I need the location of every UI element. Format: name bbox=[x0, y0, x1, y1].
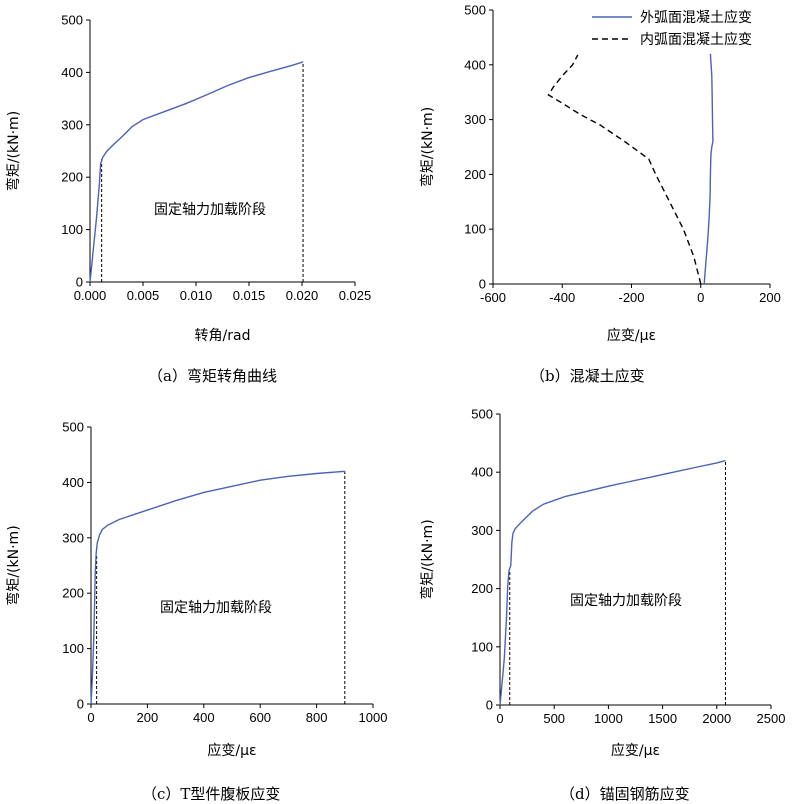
y-tick-label: 400 bbox=[61, 65, 83, 80]
x-axis-label: 转角/rad bbox=[195, 328, 251, 344]
x-axis-label: 应变/με bbox=[607, 327, 656, 344]
x-axis-label: 应变/με bbox=[611, 742, 660, 759]
chart-svg-a: 0 100 200 300 400 500 0.000 0.005 0.010 0.015 0.02… bbox=[5, 13, 372, 345]
y-axis-label: 弯矩/(kN·m) bbox=[5, 525, 22, 605]
caption-c: （c）T型件腹板应变 bbox=[142, 785, 281, 803]
y-axis-label: 弯矩/(kN·m) bbox=[419, 107, 436, 187]
chart-panel-c: 0 100 200 300 400 500 0 200 400 600 800 1000 应变/με 弯矩… bbox=[0, 400, 400, 804]
x-tick-label: 0.020 bbox=[286, 288, 319, 303]
y-tick-label: 500 bbox=[62, 420, 84, 435]
y-tick-label: 0 bbox=[479, 277, 486, 292]
x-tick-label: 200 bbox=[759, 290, 781, 305]
y-tick-label: 300 bbox=[62, 530, 84, 545]
x-tick-label: 0.005 bbox=[127, 288, 160, 303]
y-tick-label: 200 bbox=[464, 167, 486, 182]
legend-label-0: 外弧面混凝土应变 bbox=[640, 9, 752, 26]
y-tick-label: 0 bbox=[76, 275, 83, 290]
caption-a: （a）弯矩转角曲线 bbox=[148, 367, 277, 385]
y-tick-label: 500 bbox=[471, 407, 493, 422]
x-tick-label: 0 bbox=[87, 710, 94, 725]
x-tick-label: 500 bbox=[543, 711, 565, 726]
x-axis-label: 应变/με bbox=[207, 742, 256, 759]
y-tick-label: 400 bbox=[62, 475, 84, 490]
x-tick-label: 0.015 bbox=[233, 288, 266, 303]
y-tick-label: 0 bbox=[77, 697, 84, 712]
y-tick-label: 200 bbox=[61, 170, 83, 185]
y-tick-label: 100 bbox=[464, 222, 486, 237]
x-tick-label: -400 bbox=[549, 290, 575, 305]
x-tick-label: 1000 bbox=[359, 710, 388, 725]
y-tick-label: 300 bbox=[464, 112, 486, 127]
x-tick-label: 800 bbox=[306, 710, 328, 725]
x-tick-label: 0 bbox=[496, 711, 503, 726]
x-tick-label: 0 bbox=[697, 290, 704, 305]
x-tick-label: 2000 bbox=[702, 711, 731, 726]
y-tick-label: 200 bbox=[471, 581, 493, 596]
y-tick-label: 100 bbox=[62, 641, 84, 656]
y-tick-label: 500 bbox=[61, 13, 83, 28]
series-line-0 bbox=[703, 53, 714, 285]
y-tick-label: 200 bbox=[62, 586, 84, 601]
x-tick-label: 600 bbox=[249, 710, 271, 725]
stage-annotation: 固定轴力加载阶段 bbox=[570, 593, 682, 609]
chart-panel-a: 0 100 200 300 400 500 0.000 0.005 0.010 0.015 0.02… bbox=[0, 0, 400, 400]
x-tick-label: -600 bbox=[480, 290, 506, 305]
chart-panel-d: 0 100 200 300 400 500 0 500 1000 1500 2000 2500 应变/μ… bbox=[400, 400, 801, 804]
x-tick-label: 0.010 bbox=[180, 288, 213, 303]
y-tick-label: 300 bbox=[471, 523, 493, 538]
series-line-0 bbox=[499, 459, 726, 706]
chart-svg-c: 0 100 200 300 400 500 0 200 400 600 800 1000 应变/με 弯矩… bbox=[5, 420, 388, 760]
x-tick-label: -200 bbox=[618, 290, 644, 305]
y-tick-label: 100 bbox=[471, 639, 493, 654]
x-tick-label: 0.025 bbox=[339, 288, 372, 303]
y-tick-label: 0 bbox=[486, 698, 493, 713]
y-tick-label: 400 bbox=[471, 465, 493, 480]
caption-d: （d）锚固钢筋应变 bbox=[560, 785, 690, 803]
y-tick-label: 100 bbox=[61, 222, 83, 237]
series-line-0 bbox=[89, 61, 304, 283]
y-tick-label: 500 bbox=[464, 3, 486, 18]
legend-label-1: 内弧面混凝土应变 bbox=[640, 31, 752, 48]
stage-annotation: 固定轴力加载阶段 bbox=[154, 202, 266, 218]
series-line-0 bbox=[90, 470, 345, 705]
caption-b: （b）混凝土应变 bbox=[530, 367, 645, 385]
x-tick-label: 400 bbox=[193, 710, 215, 725]
series-line-1 bbox=[547, 54, 702, 285]
x-tick-label: 0.000 bbox=[74, 288, 107, 303]
y-axis-label: 弯矩/(kN·m) bbox=[5, 111, 22, 191]
y-tick-label: 300 bbox=[61, 117, 83, 132]
x-tick-label: 200 bbox=[137, 710, 159, 725]
stage-annotation: 固定轴力加载阶段 bbox=[160, 600, 272, 616]
chart-svg-b: 0 100 200 300 400 500 -600 -400 -200 0 200 应变/με 弯矩/… bbox=[419, 3, 781, 345]
x-tick-label: 1500 bbox=[648, 711, 677, 726]
chart-svg-d: 0 100 200 300 400 500 0 500 1000 1500 2000 2500 应变/μ… bbox=[419, 407, 786, 760]
y-tick-label: 400 bbox=[464, 57, 486, 72]
x-tick-label: 2500 bbox=[757, 711, 786, 726]
y-axis-label: 弯矩/(kN·m) bbox=[419, 519, 436, 599]
chart-panel-b: 0 100 200 300 400 500 -600 -400 -200 0 200 应变/με 弯矩/… bbox=[400, 0, 801, 400]
x-tick-label: 1000 bbox=[594, 711, 623, 726]
